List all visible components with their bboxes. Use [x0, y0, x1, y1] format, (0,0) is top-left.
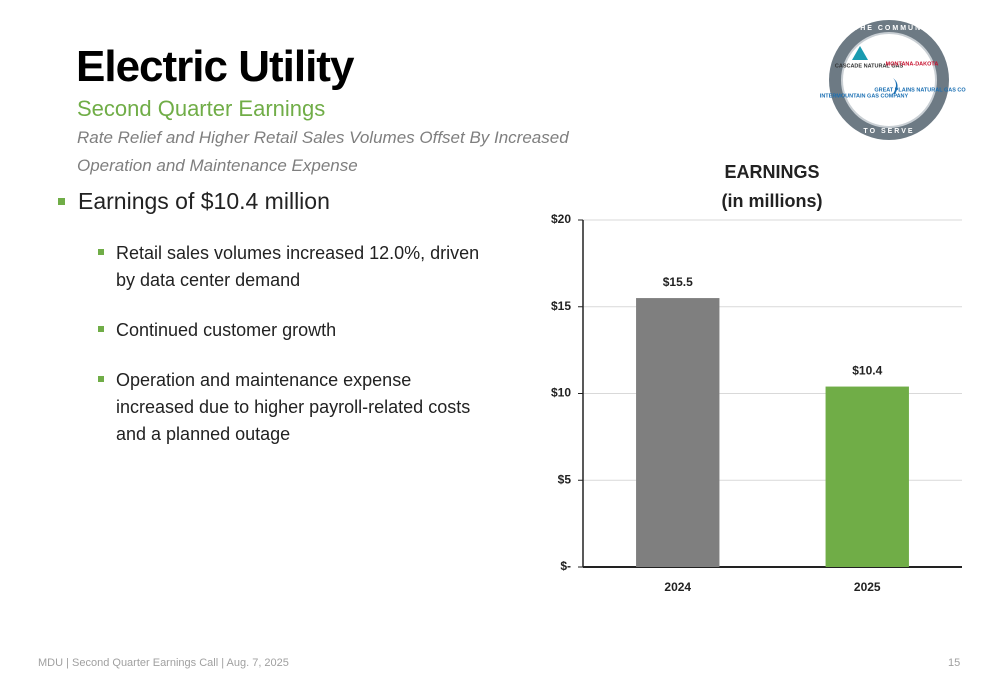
- y-tick-label: $15: [551, 299, 571, 313]
- y-tick-label: $20: [551, 212, 571, 226]
- main-bullet: Earnings of $10.4 million: [58, 188, 330, 215]
- sub-bullet-line: by data center demand: [116, 270, 301, 290]
- logo: IN THE COMMUNITY TO SERVE CASCADE NATURAL …: [820, 20, 966, 140]
- sub-bullet-line: increased due to higher payroll-related …: [116, 397, 471, 417]
- logo-company: MONTANA-DAKOTA: [886, 61, 939, 67]
- logo-ring-text: IN THE COMMUNITY: [839, 25, 939, 32]
- data-label: $15.5: [663, 275, 693, 289]
- footer: MDU | Second Quarter Earnings Call | Aug…: [38, 657, 289, 669]
- chart-title: (in millions): [722, 191, 823, 211]
- bar: [825, 386, 909, 567]
- logo-icon: [852, 46, 868, 60]
- y-tick-label: $10: [551, 386, 571, 400]
- x-tick-label: 2025: [854, 580, 881, 594]
- x-tick-label: 2024: [664, 580, 691, 594]
- data-label: $10.4: [852, 364, 882, 378]
- y-tick-label: $5: [558, 472, 572, 486]
- logo-company: CASCADE NATURAL GAS: [835, 63, 904, 69]
- logo-ring-text: TO SERVE: [863, 128, 914, 135]
- chart-title: EARNINGS: [724, 162, 819, 182]
- tagline: Rate Relief and Higher Retail Sales Volu…: [77, 128, 569, 147]
- sub-bullet: Continued customer growth: [98, 317, 336, 344]
- y-tick-label: $-: [560, 559, 571, 573]
- tagline: Operation and Maintenance Expense: [77, 156, 358, 175]
- sub-bullet: Retail sales volumes increased 12.0%, dr…: [98, 240, 479, 267]
- page-number: 15: [948, 657, 961, 669]
- bar: [636, 298, 720, 567]
- sub-bullet-line: and a planned outage: [116, 424, 291, 444]
- slide-title: Electric Utility: [76, 42, 354, 91]
- logo-company: INTERMOUNTAIN GAS COMPANY: [820, 93, 909, 99]
- slide-subtitle: Second Quarter Earnings: [77, 96, 326, 121]
- logo-company: GREAT PLAINS NATURAL GAS CO: [874, 87, 966, 93]
- sub-bullet: Operation and maintenance expense: [98, 367, 411, 394]
- logo-icon: [893, 78, 898, 94]
- logo-center: [841, 32, 937, 128]
